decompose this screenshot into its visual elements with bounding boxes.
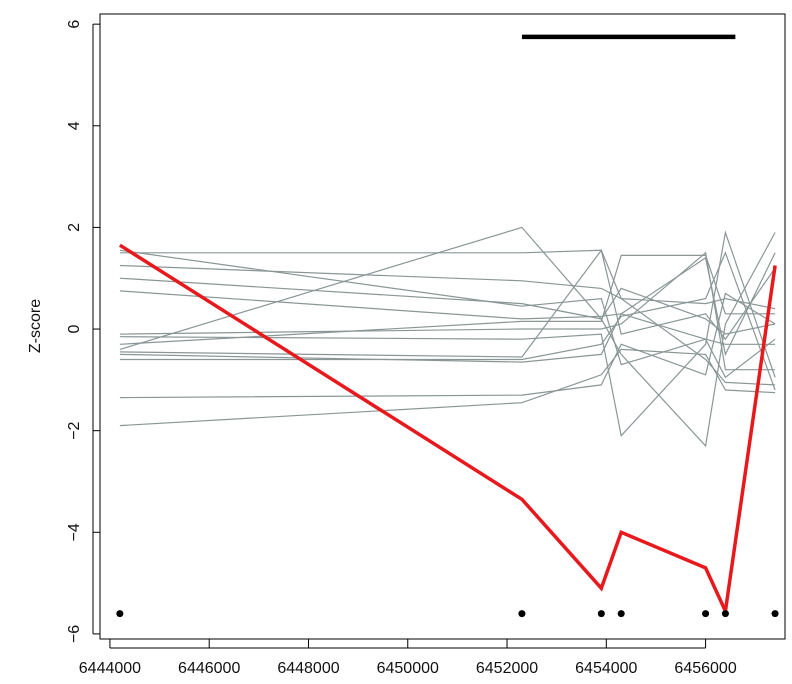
x-tick-label-6452000: 6452000: [476, 660, 538, 677]
background-line-8: [119, 226, 776, 448]
y-tick-label-2: 2: [66, 223, 83, 232]
x-axis: 6444000 6446000 6448000 6450000 6452000 64540…: [79, 639, 737, 677]
x-tick-label-6446000: 6446000: [178, 660, 240, 677]
background-line-6: [119, 230, 776, 437]
point-marker-7: [771, 610, 779, 618]
background-line-12: [119, 292, 776, 399]
y-tick-label--4: −4: [66, 523, 83, 541]
point-marker-5: [702, 610, 710, 618]
background-line-10: [119, 313, 776, 363]
point-markers-group: [116, 610, 779, 618]
x-tick-label-6456000: 6456000: [674, 660, 736, 677]
x-tick-label-6454000: 6454000: [575, 660, 637, 677]
y-tick-label--6: −6: [66, 625, 83, 643]
background-line-3: [119, 277, 776, 335]
y-tick-label-6: 6: [66, 20, 83, 29]
point-marker-6: [721, 610, 729, 618]
background-line-13: [119, 348, 776, 427]
y-tick-label-4: 4: [66, 121, 83, 130]
background-line-11: [119, 251, 776, 391]
highlight-series-group: [118, 243, 777, 618]
highlight-line: [118, 243, 777, 618]
background-line-5: [119, 251, 776, 371]
x-tick-label-6448000: 6448000: [277, 660, 339, 677]
point-marker-3: [597, 610, 605, 618]
x-tick-label-6450000: 6450000: [377, 660, 439, 677]
point-marker-2: [518, 610, 526, 618]
x-tick-label-6444000: 6444000: [79, 660, 141, 677]
y-tick-label-0: 0: [66, 324, 83, 333]
background-line-2: [119, 264, 776, 310]
point-marker-1: [116, 610, 124, 618]
background-line-1: [119, 249, 776, 341]
point-marker-4: [617, 610, 625, 618]
y-axis: −6 −4 −2 0 2 4 6: [66, 20, 100, 643]
background-line-7: [119, 254, 776, 345]
y-axis-title: Z-score: [27, 299, 44, 353]
background-series-group: [119, 226, 776, 448]
plot-frame: [99, 13, 786, 640]
background-line-9: [119, 249, 776, 386]
y-tick-label--2: −2: [66, 421, 83, 439]
background-line-14: [119, 249, 776, 379]
